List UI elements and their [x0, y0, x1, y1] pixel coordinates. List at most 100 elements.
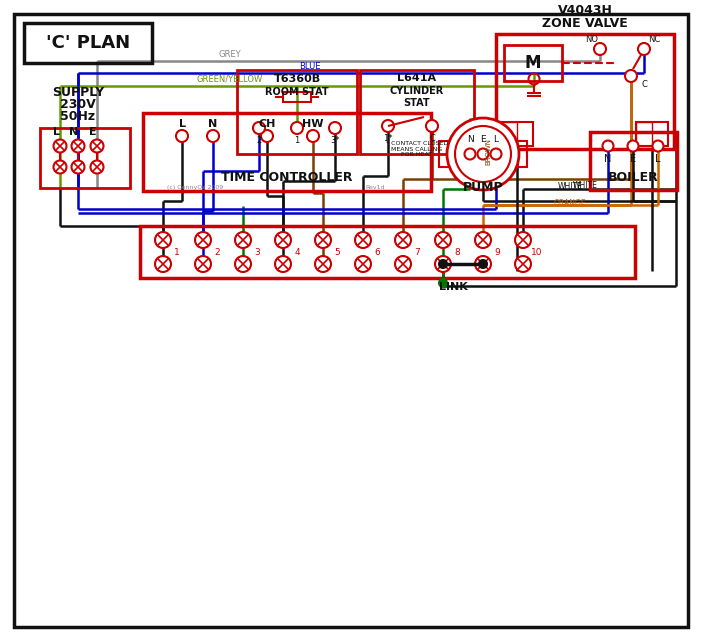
Text: L641A: L641A: [397, 73, 437, 83]
Text: N: N: [467, 135, 473, 144]
Circle shape: [515, 256, 531, 272]
Text: 7: 7: [414, 247, 420, 256]
Circle shape: [91, 140, 103, 153]
Text: L: L: [494, 135, 498, 144]
Circle shape: [479, 260, 487, 268]
Text: 'C' PLAN: 'C' PLAN: [46, 34, 130, 52]
Circle shape: [395, 232, 411, 248]
Circle shape: [382, 120, 394, 132]
Circle shape: [594, 43, 606, 55]
Circle shape: [455, 126, 511, 182]
Circle shape: [72, 140, 84, 153]
Text: 8: 8: [454, 247, 460, 256]
Circle shape: [275, 256, 291, 272]
Circle shape: [275, 232, 291, 248]
Circle shape: [253, 122, 265, 134]
Circle shape: [515, 232, 531, 248]
Circle shape: [315, 232, 331, 248]
Text: L: L: [178, 119, 185, 129]
Text: 2: 2: [214, 247, 220, 256]
Circle shape: [435, 256, 451, 272]
Text: (c) CennyOz 2009: (c) CennyOz 2009: [167, 185, 223, 190]
Circle shape: [195, 256, 211, 272]
Circle shape: [475, 256, 491, 272]
Text: NC: NC: [648, 35, 660, 44]
Circle shape: [155, 256, 171, 272]
Text: 3*: 3*: [330, 135, 340, 144]
Circle shape: [53, 140, 67, 153]
Text: TIME CONTROLLER: TIME CONTROLLER: [221, 171, 352, 183]
Circle shape: [261, 130, 273, 142]
Circle shape: [491, 149, 501, 160]
Circle shape: [91, 160, 103, 174]
Text: GREY: GREY: [219, 49, 241, 58]
Circle shape: [235, 232, 251, 248]
Circle shape: [652, 140, 663, 151]
Text: E: E: [89, 127, 97, 137]
Text: E: E: [630, 154, 636, 164]
Text: SUPPLY: SUPPLY: [52, 85, 104, 99]
Text: LINK: LINK: [439, 282, 468, 292]
Circle shape: [465, 149, 475, 160]
Circle shape: [291, 122, 303, 134]
Circle shape: [53, 160, 67, 174]
Circle shape: [477, 149, 489, 160]
Circle shape: [475, 232, 491, 248]
Text: C: C: [641, 79, 647, 88]
Circle shape: [195, 232, 211, 248]
Text: MEANS CALLING: MEANS CALLING: [392, 147, 443, 151]
Text: 2: 2: [256, 135, 262, 144]
Circle shape: [435, 232, 451, 248]
Circle shape: [355, 256, 371, 272]
Text: L: L: [655, 154, 661, 164]
Text: ROOM STAT: ROOM STAT: [265, 87, 329, 97]
Text: BLUE: BLUE: [299, 62, 321, 71]
Text: WHITE: WHITE: [573, 181, 597, 190]
Circle shape: [329, 122, 341, 134]
Circle shape: [602, 140, 614, 151]
Text: Rev1d: Rev1d: [365, 185, 385, 190]
Circle shape: [439, 260, 447, 268]
Text: 230V: 230V: [60, 97, 96, 110]
Circle shape: [307, 130, 319, 142]
Text: BROWN: BROWN: [485, 138, 491, 165]
Text: STAT: STAT: [404, 98, 430, 108]
Text: PUMP: PUMP: [463, 181, 503, 194]
Text: 4: 4: [294, 247, 300, 256]
Circle shape: [176, 130, 188, 142]
Text: L: L: [53, 127, 60, 137]
Circle shape: [628, 140, 639, 151]
Text: N: N: [69, 127, 79, 137]
Text: 5: 5: [334, 247, 340, 256]
Text: 6: 6: [374, 247, 380, 256]
Text: N: N: [208, 119, 218, 129]
Text: WHITE: WHITE: [557, 181, 583, 190]
Text: GREEN/YELLOW: GREEN/YELLOW: [197, 74, 263, 83]
Text: * CONTACT CLOSED: * CONTACT CLOSED: [386, 140, 448, 146]
Text: 1*: 1*: [383, 133, 392, 142]
Text: 9: 9: [494, 247, 500, 256]
Circle shape: [638, 43, 650, 55]
Circle shape: [355, 232, 371, 248]
Text: CYLINDER: CYLINDER: [390, 86, 444, 96]
Text: CH: CH: [258, 119, 276, 129]
Text: NO: NO: [585, 35, 599, 44]
Text: T6360B: T6360B: [274, 74, 321, 84]
Circle shape: [439, 279, 447, 287]
Text: C: C: [429, 133, 435, 142]
Text: BOILER: BOILER: [608, 171, 658, 183]
Text: N: N: [604, 154, 611, 164]
Circle shape: [625, 70, 637, 82]
Text: FOR HEAT: FOR HEAT: [402, 152, 432, 157]
Circle shape: [447, 118, 519, 190]
Circle shape: [207, 130, 219, 142]
Text: ORANGE: ORANGE: [554, 199, 586, 208]
Circle shape: [72, 160, 84, 174]
Text: E: E: [480, 135, 486, 144]
Text: M: M: [525, 54, 541, 72]
Text: 3: 3: [254, 247, 260, 256]
Text: HW: HW: [303, 119, 324, 129]
Text: ZONE VALVE: ZONE VALVE: [542, 17, 628, 29]
Text: 1: 1: [294, 135, 300, 144]
Text: 10: 10: [531, 247, 543, 256]
